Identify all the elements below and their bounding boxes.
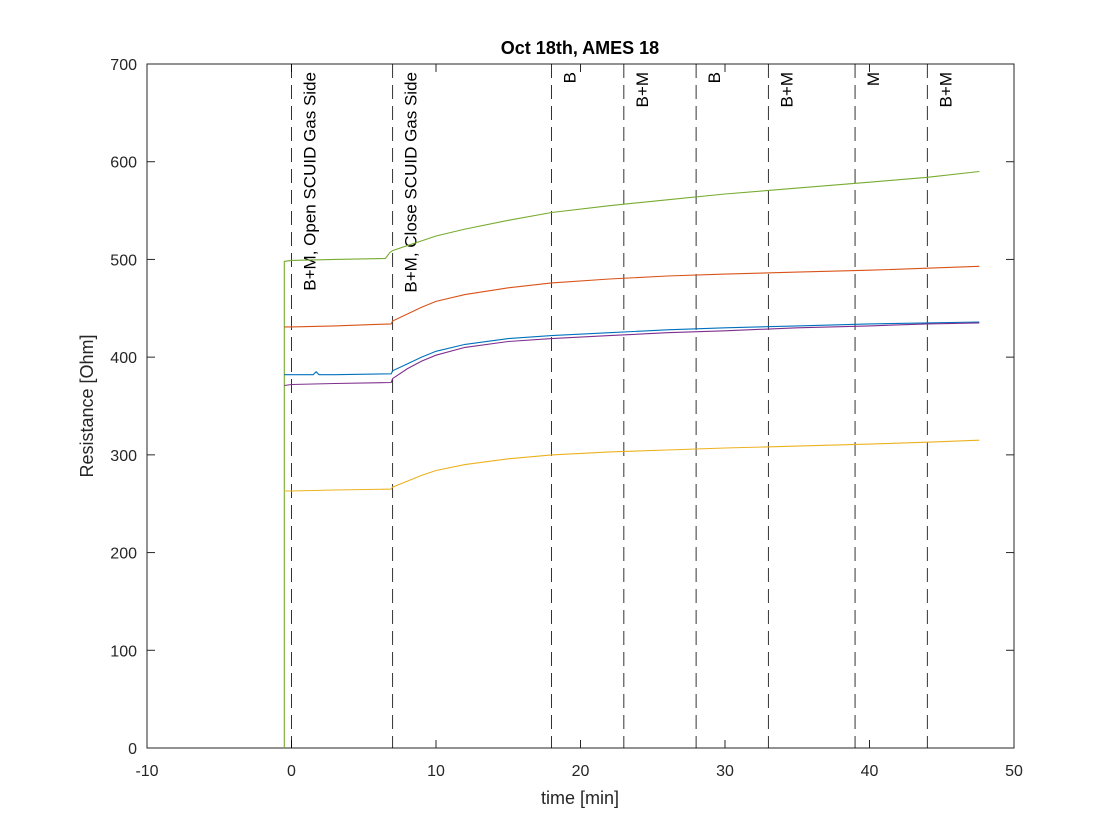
series-line-orange	[284, 265, 980, 328]
y-tick-label: 400	[110, 350, 137, 367]
axes-box	[146, 63, 1015, 749]
x-tick-label: -10	[135, 763, 158, 780]
event-label: B+M	[777, 72, 796, 107]
y-tick-label: 600	[110, 155, 137, 172]
event-label: B+M, Close SCUID Gas Side	[402, 72, 421, 293]
y-tick-label: 0	[128, 741, 137, 758]
y-tick-label: 200	[110, 546, 137, 563]
event-label: M	[864, 72, 883, 86]
y-tick-label: 100	[110, 643, 137, 660]
event-label: B	[561, 72, 580, 83]
plot-area: -10 0 10 20 30 40 500100200300400500600700B+M,…	[110, 57, 1023, 780]
series-line-green	[283, 170, 980, 748]
x-tick-label: 50	[1005, 763, 1023, 780]
chart-title: Oct 18th, AMES 18	[501, 38, 659, 58]
y-tick-label: 700	[110, 57, 137, 74]
y-tick-label: 500	[110, 252, 137, 269]
event-label: B+M, Open SCUID Gas Side	[301, 72, 320, 291]
series-line-purple	[284, 322, 980, 387]
series-line-blue	[284, 321, 980, 376]
x-tick-label: 0	[287, 763, 296, 780]
x-axis-label: time [min]	[541, 788, 619, 808]
x-tick-label: 40	[861, 763, 879, 780]
y-axis-label: Resistance [Ohm]	[77, 334, 97, 477]
event-label: B+M	[633, 72, 652, 107]
x-tick-label: 20	[572, 763, 590, 780]
x-tick-label: 10	[427, 763, 445, 780]
event-label: B+M	[936, 72, 955, 107]
series-line-yellow	[284, 439, 980, 492]
event-label: B	[705, 72, 724, 83]
x-tick-label: 30	[716, 763, 734, 780]
y-tick-label: 300	[110, 448, 137, 465]
